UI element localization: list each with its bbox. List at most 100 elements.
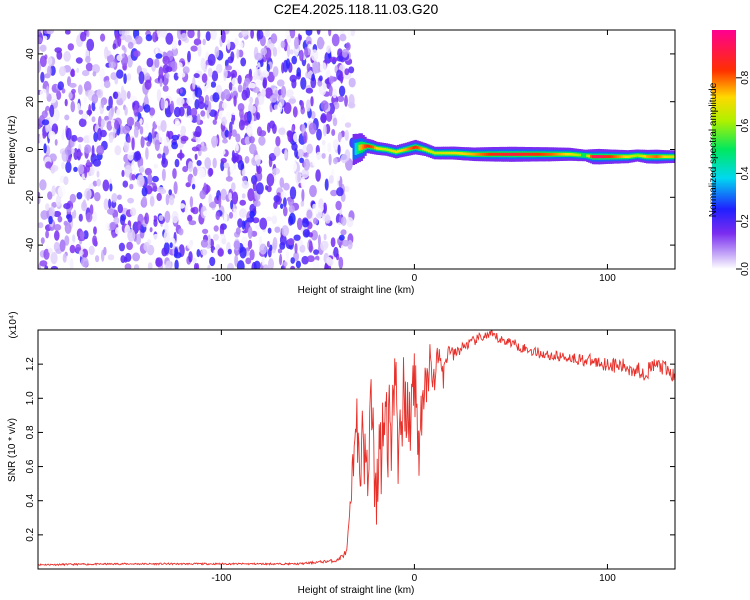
noise-speckle — [141, 128, 149, 138]
ridge-cell — [364, 144, 367, 149]
noise-speckle — [328, 175, 334, 184]
noise-speckle — [194, 99, 200, 110]
ridge-cell — [354, 142, 358, 155]
noise-speckle — [38, 191, 41, 198]
noise-speckle — [126, 73, 132, 81]
noise-speckle — [258, 136, 266, 146]
noise-speckle — [81, 113, 89, 120]
noise-speckle — [266, 216, 272, 222]
noise-speckle — [255, 80, 262, 87]
noise-speckle — [82, 70, 90, 77]
ridge-cell — [619, 155, 622, 158]
noise-speckle — [204, 94, 210, 105]
noise-speckle — [297, 148, 304, 158]
noise-speckle — [344, 122, 352, 128]
noise-speckle — [209, 109, 217, 117]
noise-speckle — [237, 218, 243, 228]
noise-speckle — [117, 203, 124, 214]
noise-speckle — [213, 233, 219, 241]
noise-speckle — [67, 255, 71, 266]
noise-speckle — [45, 230, 49, 239]
noise-speckle — [339, 33, 347, 42]
noise-speckle — [174, 120, 182, 133]
noise-speckle — [231, 129, 237, 138]
ridge-cell — [613, 155, 616, 159]
noise-speckle — [69, 82, 77, 88]
ridge-cell — [395, 150, 398, 154]
ridge-cell — [518, 152, 522, 156]
noise-speckle — [102, 179, 110, 192]
noise-speckle — [246, 217, 255, 223]
noise-speckle — [147, 173, 153, 186]
ridge-cell — [510, 152, 514, 156]
noise-speckle — [232, 169, 239, 179]
ridge-cell — [576, 153, 580, 157]
noise-speckle — [207, 67, 213, 78]
noise-speckle — [319, 62, 327, 73]
noise-speckle — [305, 87, 314, 94]
noise-speckle — [164, 210, 171, 223]
noise-speckle — [180, 135, 189, 142]
noise-speckle — [40, 210, 49, 220]
noise-speckle — [51, 185, 56, 196]
noise-speckle — [241, 193, 246, 199]
ridge-cell — [381, 147, 385, 151]
ridge-cell — [570, 153, 574, 156]
noise-speckle — [193, 73, 200, 79]
noise-speckle — [86, 159, 91, 166]
noise-speckle — [255, 68, 263, 80]
noise-speckle — [193, 131, 201, 137]
noise-speckle — [107, 254, 115, 261]
noise-speckle — [96, 178, 101, 187]
noise-speckle — [220, 160, 225, 172]
noise-speckle — [255, 154, 261, 167]
noise-speckle — [316, 151, 322, 161]
noise-speckle — [157, 153, 162, 159]
ridge-cell — [599, 155, 603, 159]
ridge-cell — [547, 152, 551, 156]
noise-speckle — [145, 147, 149, 160]
noise-speckle — [348, 77, 356, 88]
noise-speckle — [326, 45, 332, 54]
noise-speckle — [318, 198, 324, 211]
noise-speckle — [207, 53, 216, 66]
noise-speckle — [80, 31, 87, 42]
noise-speckle — [127, 136, 131, 143]
noise-speckle — [92, 71, 97, 77]
ridge-cell — [630, 154, 634, 158]
ridge-cell — [433, 151, 437, 155]
noise-speckle — [301, 218, 310, 228]
noise-speckle — [222, 89, 231, 100]
noise-speckle — [163, 230, 170, 243]
noise-speckle — [41, 132, 47, 139]
ridge-cell — [574, 153, 578, 156]
noise-speckle — [111, 231, 116, 239]
noise-speckle — [248, 136, 255, 144]
noise-speckle — [95, 255, 100, 263]
ridge-cell — [617, 155, 620, 159]
noise-speckle — [133, 50, 141, 57]
noise-speckle — [300, 200, 305, 207]
noise-speckle — [190, 45, 198, 52]
noise-speckle — [341, 114, 346, 124]
ridge-cell — [474, 152, 477, 156]
noise-speckle — [208, 167, 214, 177]
ridge-cell — [447, 151, 450, 155]
noise-speckle — [239, 208, 247, 219]
noise-speckle — [86, 109, 93, 116]
noise-speckle — [274, 226, 281, 233]
noise-speckle — [81, 248, 89, 259]
noise-speckle — [288, 205, 295, 214]
noise-speckle — [272, 237, 278, 250]
ridge-cell — [636, 154, 639, 157]
noise-speckle — [221, 30, 226, 43]
noise-speckle — [328, 85, 333, 97]
noise-speckle — [244, 136, 251, 145]
noise-speckle — [226, 39, 231, 50]
noise-speckle — [236, 48, 240, 59]
noise-speckle — [120, 34, 127, 41]
noise-speckle — [337, 95, 345, 103]
noise-speckle — [256, 126, 263, 137]
noise-speckle — [218, 148, 226, 156]
colorbar-tick-label: 0.2 — [740, 214, 750, 228]
